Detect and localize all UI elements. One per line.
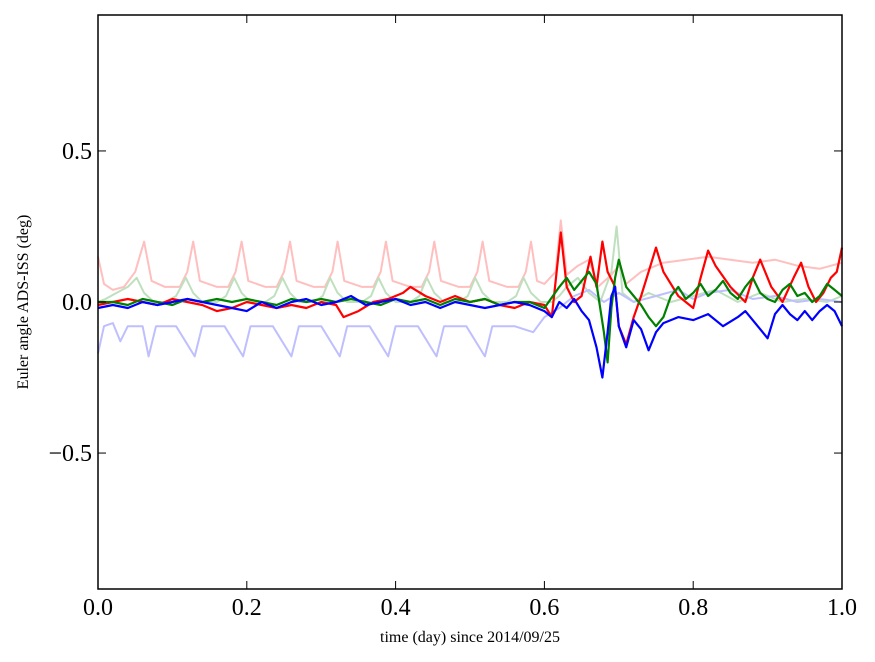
series-line-5	[98, 258, 843, 364]
y-tick-label: −0.5	[48, 441, 92, 467]
series-line-4	[97, 231, 844, 346]
x-tick-label: 0.6	[529, 595, 559, 621]
x-tick-label: 1.0	[827, 595, 857, 621]
y-tick-label: 0.5	[62, 139, 92, 165]
y-axis-label: Euler angle ADS-ISS (deg)	[15, 215, 32, 390]
series-line-3	[97, 288, 843, 358]
y-tick-label: 0.0	[62, 290, 92, 316]
x-tick-label: 0.0	[83, 595, 113, 621]
x-tick-label: 0.2	[232, 595, 262, 621]
x-tick-label: 0.8	[678, 595, 708, 621]
series-line-6	[97, 285, 843, 379]
series-line-1	[97, 219, 843, 291]
ticks-layer: 0.0 0.2 0.4 0.6 0.8 1.0 0.5 0.0 −0.5	[48, 15, 857, 621]
x-axis-label: time (day) since 2014/09/25	[380, 629, 560, 646]
series-layer	[97, 219, 844, 379]
x-tick-label: 0.4	[381, 595, 411, 621]
